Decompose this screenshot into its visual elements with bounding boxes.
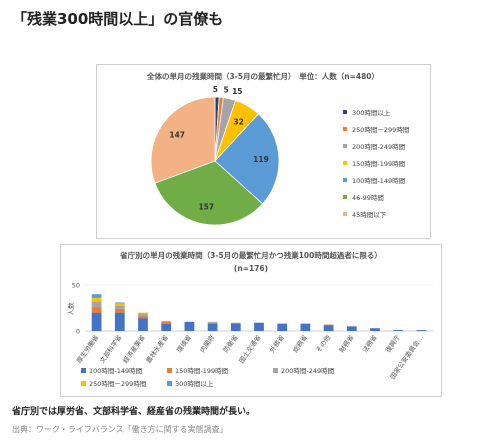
bar-legend-swatch-0 [81,368,86,373]
bar-chart: 省庁別の単月の残業時間（3-5月の最繁忙月かつ残業100時間超過者に限る） (n=… [66,250,433,388]
x-tick-label-9: 総務省 [290,333,309,355]
pie-legend-swatch-5 [343,195,347,199]
pie-legend-swatch-1 [343,127,347,131]
bar-segment-2-1 [138,315,148,319]
pie-legend-label-0: 300時間以上 [352,108,391,117]
x-tick-label-13: 復興庁 [383,333,402,355]
pie-legend-swatch-6 [343,212,347,216]
pie-value-label-6: 147 [169,131,185,140]
pie-legend-label-4: 100時間-149時間 [352,177,405,185]
x-tick-label-12: 法務省 [360,333,379,355]
bar-legend-label-1: 150時間-199時間 [175,367,228,375]
bar-segment-3-2 [161,320,172,322]
x-tick-label-1: 文部科学省 [97,333,123,365]
y-axis-label: 人数 [66,302,75,316]
bar-subtitle: (n=176) [234,264,268,273]
pie-legend-label-3: 150時間-199時間 [352,160,405,168]
pie-title: 全体の単月の残業時間（3-5月の最繁忙月） 単位：人数（n=480） [146,71,379,81]
pie-value-label-5: 157 [198,202,214,211]
bar-segment-1-1 [114,308,125,313]
pie-value-label-3: 32 [233,117,243,126]
bar-segment-5-2 [207,321,218,323]
bar-segment-0-4 [91,294,102,298]
x-tick-label-6: 防衛省 [221,333,240,355]
bar-segment-5-1 [207,322,218,324]
pie-legend-swatch-3 [343,161,347,165]
caption: 省庁別では厚労省、文部科学省、経産省の残業時間が長い。 [12,407,256,417]
x-tick-label-2: 経済産業省 [121,333,147,365]
pie-legend-label-2: 200時間-249時間 [352,143,405,151]
pie-value-label-2: 15 [232,87,242,96]
pie-legend-swatch-0 [343,110,347,114]
pie-value-label-0: 5 [213,85,218,94]
pie-chart: 全体の単月の残業時間（3-5月の最繁忙月） 単位：人数（n=480） 5 5 15 32… [146,71,409,226]
x-tick-label-11: 財務省 [337,333,356,355]
pie-chart-panel: 全体の単月の残業時間（3-5月の最繁忙月） 単位：人数（n=480） 5 5 15 32… [96,64,431,239]
pie-slice-5 [154,160,264,226]
bar-legend-swatch-2 [273,368,278,373]
pie-legend-label-6: 45時間以下 [352,211,387,219]
bar-chart-panel: 省庁別の単月の残業時間（3-5月の最繁忙月かつ残業100時間超過者に限る） (n=… [60,244,442,397]
bar-segment-10-0 [323,325,334,331]
bar-legend-swatch-1 [167,368,172,373]
pie-legend-swatch-2 [343,144,347,148]
x-tick-label-10: その他 [314,333,333,355]
bar-segment-0-3 [91,297,102,302]
bar-segment-2-3 [138,312,148,314]
bar-segment-6-1 [230,322,241,324]
x-tick-label-8: 外務省 [267,333,286,355]
x-tick-label-7: 国土交通省 [237,333,263,365]
bar-legend-swatch-4 [167,381,172,386]
bar-segment-3-1 [161,321,172,324]
bar-segment-0-2 [91,301,102,308]
bar-legend-swatch-3 [81,381,86,386]
x-tick-label-0: 厚生労働省 [74,333,100,365]
x-tick-label-3: 農林水産省 [144,333,170,365]
bar-segment-1-0 [114,312,125,331]
bar-title: 省庁別の単月の残業時間（3-5月の最繁忙月かつ残業100時間超過者に限る） [119,250,382,260]
y-tick-label-0: 0 [76,328,80,336]
pie-legend-swatch-4 [343,178,347,182]
bar-segment-2-0 [138,318,148,331]
bar-segment-3-0 [161,323,172,331]
bar-segment-12-0 [370,328,380,331]
bar-segment-9-0 [300,323,311,331]
pie-slice-4 [214,113,280,205]
pie-legend-label-1: 250時間－299時間 [352,126,409,134]
bar-segment-2-2 [138,313,148,316]
bar-segment-4-0 [184,321,195,331]
headline: 「残業300時間以上」の官僚も [12,10,224,28]
bar-segment-1-2 [114,305,125,309]
bar-legend-label-3: 250時間－299時間 [89,380,146,388]
bar-legend-label-2: 200時間-249時間 [281,367,334,375]
bar-segment-10-1 [323,324,334,326]
bar-segment-13-0 [393,330,404,331]
bar-segment-14-0 [416,330,427,331]
bar-segment-6-0 [230,323,241,331]
bar-legend-label-4: 300時間以上 [175,379,214,388]
pie-legend-label-5: 46-99時間 [352,194,384,202]
bar-segment-5-0 [207,323,218,331]
bar-segment-7-0 [254,322,264,331]
pie-value-label-1: 5 [223,85,228,94]
x-tick-label-5: 内閣府 [198,333,217,355]
x-tick-label-4: 環境省 [174,333,193,355]
bar-segment-0-0 [91,312,102,331]
bar-segment-1-3 [114,303,125,306]
bar-segment-0-1 [91,307,102,313]
bar-legend-label-0: 100時間-149時間 [89,367,142,375]
pie-slice-6 [150,96,216,184]
bar-segment-8-0 [277,323,288,331]
pie-value-label-4: 119 [253,155,269,164]
bar-segment-1-4 [114,302,125,304]
y-tick-label-1: 50 [72,282,80,290]
source-note: 出典：ワーク・ライフバランス「働き方に関する実態調査」 [12,425,228,434]
bar-segment-11-0 [346,326,357,331]
